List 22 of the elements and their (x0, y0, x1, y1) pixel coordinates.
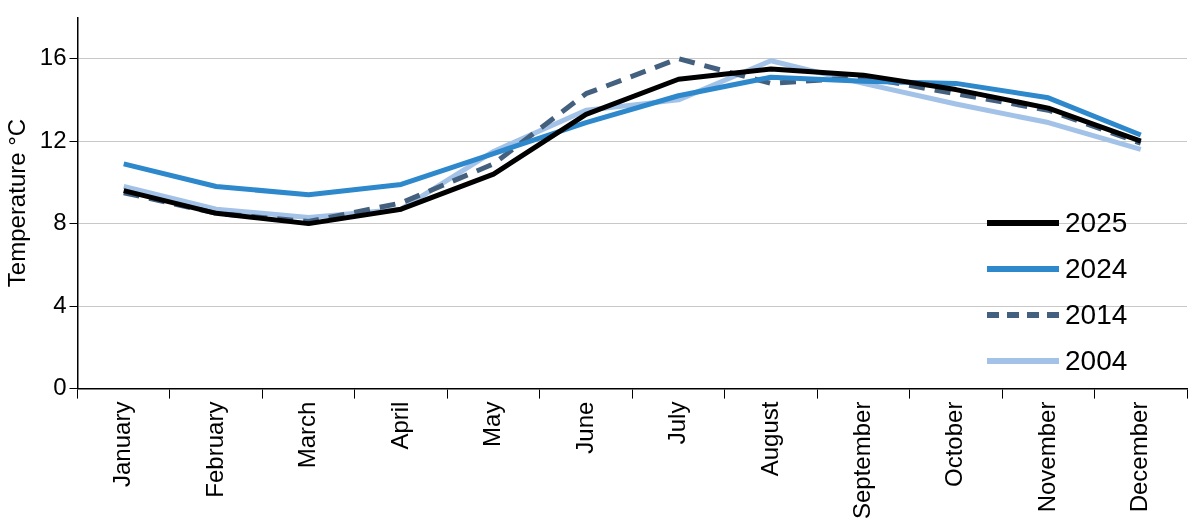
x-tick-label: July (663, 401, 691, 445)
legend-label: 2024 (1065, 252, 1128, 285)
legend-label: 2004 (1065, 344, 1128, 377)
y-tick-label: 4 (53, 290, 67, 318)
x-tick-label: November (1032, 401, 1060, 513)
x-tick-label: April (385, 401, 413, 450)
x-tick-label: October (940, 401, 968, 487)
legend-label: 2025 (1065, 206, 1128, 239)
legend-label: 2014 (1065, 298, 1128, 331)
y-tick-label: 12 (39, 125, 67, 153)
x-tick-label: August (755, 401, 783, 477)
x-tick-label: September (848, 401, 876, 520)
y-tick-label: 16 (39, 43, 67, 71)
y-tick-label: 0 (53, 373, 67, 401)
x-tick-label: May (478, 401, 506, 447)
x-tick-label: March (293, 401, 321, 469)
x-tick-label: June (570, 401, 598, 454)
x-tick-label: December (1125, 401, 1153, 513)
y-tick-label: 8 (53, 208, 67, 236)
x-tick-label: February (200, 401, 228, 498)
y-axis-title: Temperature °C (3, 118, 31, 288)
x-tick-label: January (108, 401, 136, 487)
